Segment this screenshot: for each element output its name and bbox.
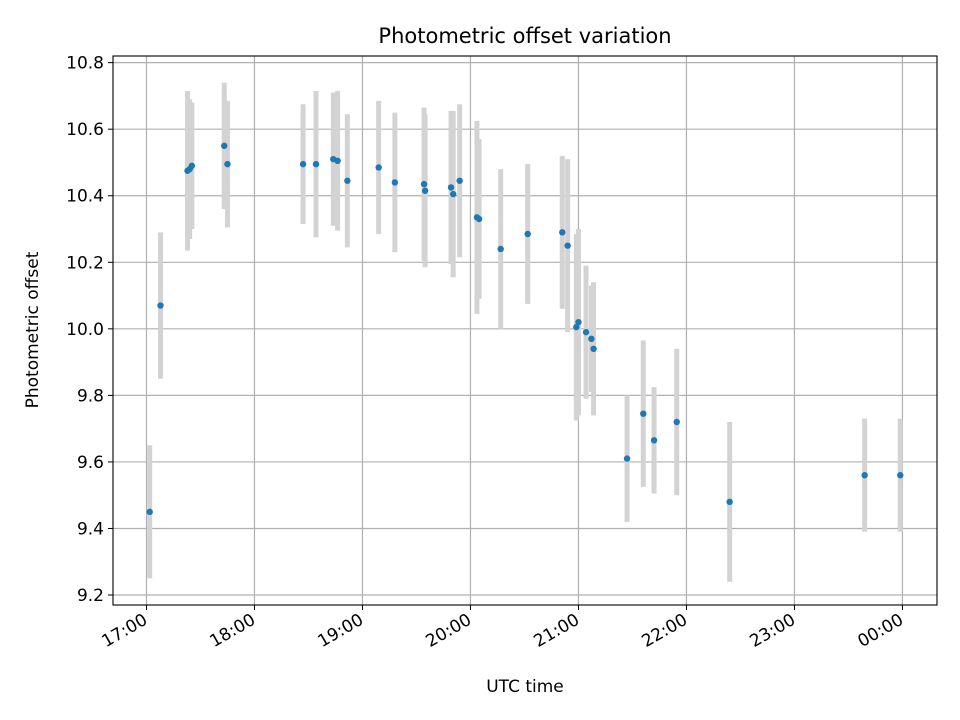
data-point (524, 230, 531, 238)
data-point (650, 437, 658, 444)
y-tick-label: 9.8 (77, 386, 104, 406)
data-point (582, 328, 590, 336)
data-point (224, 160, 231, 168)
data-point (588, 335, 595, 343)
data-point (640, 410, 647, 417)
y-tick-label: 10.8 (66, 54, 104, 74)
data-point (897, 472, 904, 479)
data-point (391, 179, 399, 186)
data-point (575, 318, 582, 326)
x-axis-label: UTC time (486, 677, 564, 697)
data-point (497, 245, 504, 253)
data-point (299, 160, 307, 168)
y-tick-label: 10.2 (66, 253, 104, 273)
y-tick-label: 10.6 (66, 120, 104, 140)
data-point (421, 187, 429, 194)
data-point (447, 184, 455, 191)
data-point (188, 162, 196, 169)
y-axis-ticks: 9.2 9.4 9.6 9.8 10.0 10.2 10.4 10.6 10.8 (66, 54, 113, 606)
y-axis-label: Photometric offset (23, 251, 43, 408)
data-point (375, 164, 382, 171)
data-point (861, 472, 868, 479)
data-point (420, 180, 428, 188)
data-point (334, 157, 341, 165)
y-tick-label: 9.6 (77, 453, 104, 473)
data-point (449, 190, 457, 198)
data-point (312, 160, 320, 168)
data-point (221, 142, 228, 150)
plot-frame (112, 55, 938, 606)
y-tick-label: 10.4 (66, 187, 104, 207)
chart-title: Photometric offset variation (378, 24, 671, 48)
data-point (344, 177, 351, 184)
data-point (573, 323, 580, 331)
y-tick-label: 9.2 (77, 586, 104, 606)
data-point (559, 229, 566, 236)
data-point (146, 508, 153, 516)
data-point (623, 455, 631, 462)
y-tick-label: 10.0 (66, 320, 104, 340)
data-point (475, 215, 483, 223)
data-point (726, 498, 733, 506)
data-point (456, 177, 463, 184)
y-tick-label: 9.4 (77, 519, 104, 539)
data-point (157, 302, 164, 309)
data-point (564, 242, 571, 249)
data-point (673, 418, 680, 426)
grid (113, 56, 937, 605)
data-points (146, 142, 904, 516)
data-point (590, 345, 597, 352)
